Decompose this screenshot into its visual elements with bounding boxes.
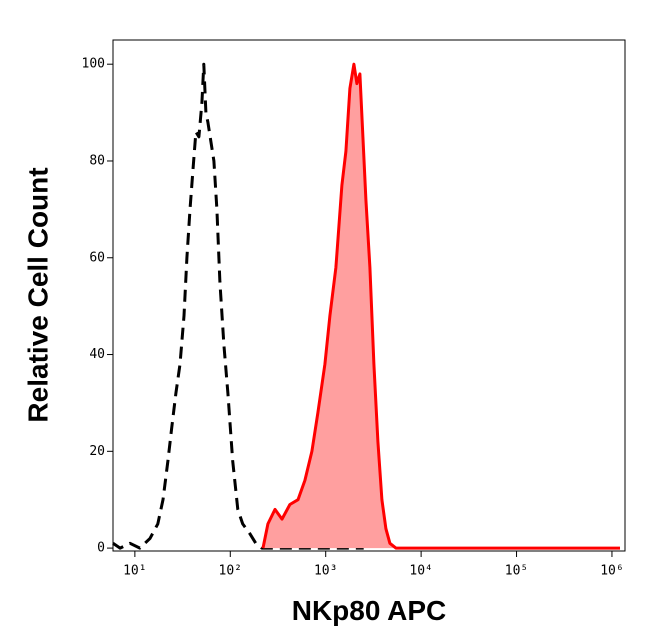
y-tick-label: 40 <box>89 347 105 362</box>
area <box>263 64 620 549</box>
x-tick-label: 10⁵ <box>505 564 528 579</box>
x-tick-label: 10⁴ <box>409 564 432 579</box>
y-tick-label: 80 <box>89 153 105 168</box>
line <box>112 62 364 550</box>
y-axis-label: Relative Cell Count <box>22 167 53 422</box>
x-tick-label: 10⁶ <box>600 564 623 579</box>
plot-frame <box>112 39 626 552</box>
y-tick-label: 60 <box>89 250 105 265</box>
y-tick-label: 0 <box>97 541 105 556</box>
line <box>261 62 620 550</box>
y-tick-label: 100 <box>82 57 105 72</box>
x-axis-label: NKp80 APC <box>292 595 447 626</box>
y-tick-label: 20 <box>89 444 105 459</box>
x-tick-label: 10³ <box>314 564 337 579</box>
x-tick-label: 10² <box>219 564 242 579</box>
x-tick-label: 10¹ <box>123 564 146 579</box>
